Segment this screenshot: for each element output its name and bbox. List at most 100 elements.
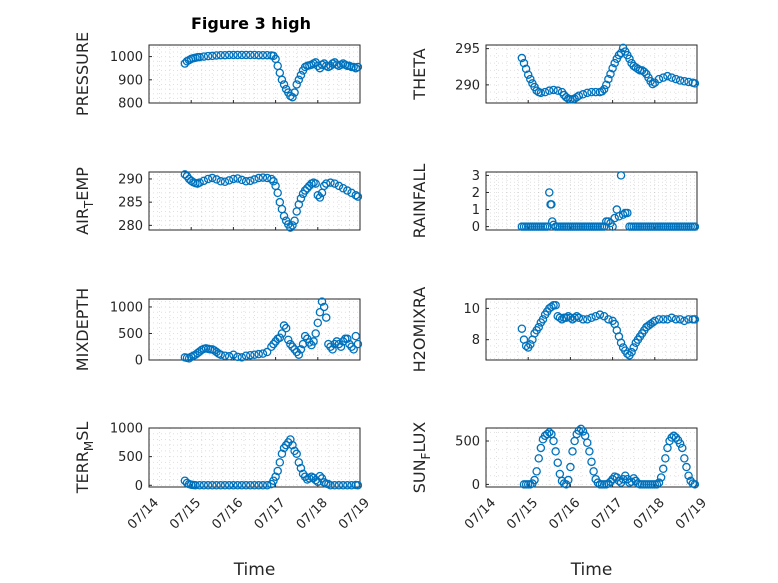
plot-8-data-point [658,464,668,474]
plot-8-data-point [629,474,638,483]
plot-5-data-point [317,297,327,306]
plot-1-ytick-label: 900 [118,73,143,88]
plot-1-data-point [203,51,213,61]
plot-4-rainfall: 0 1 2 3 RAINFALL [410,164,700,238]
plot-3-data-point [351,190,361,200]
plot-5-data-point [212,347,221,357]
plot-3-data-point [296,194,306,203]
plot-5-data-point [216,350,225,359]
plot-3-data-point [347,188,356,198]
plot-7-ylabel-rest: SL [73,422,92,441]
plot-7-data-point [233,481,242,490]
plot-8-data-point [654,478,664,487]
plot-3-data-point [290,216,299,225]
plot-6-data-point [551,301,560,310]
plot-3-data-point [246,176,255,186]
plot-5-data-point [343,334,352,344]
plot-3-data-point [273,188,282,198]
plot-5-data-point [246,350,255,360]
plot-8-data-point [530,475,539,485]
plot-6-data-point [591,311,600,321]
plot-3-ylabel: AIRTEMP [73,167,96,235]
plot-5-ytick-label: 0 [135,354,143,369]
plot-7-xtick-label: 07/17 [252,495,289,532]
plot-1-grid [148,45,361,104]
plot-8-data-point [587,457,596,467]
plot-4-data-point [618,210,628,219]
plot-7-data-point [254,481,263,490]
figure-title: Figure 3 high [191,14,311,33]
plot-5-data-point [184,354,194,363]
plot-1-data-point [296,70,306,80]
plot-8-data-point [583,438,592,447]
plot-8-series [519,424,700,489]
plot-3-ytick-label: 285 [118,196,143,211]
plot-1-data-point [212,51,221,60]
plot-8-xtick-label: 07/16 [546,495,583,532]
plot-2-data-point [604,74,613,84]
plot-1-series [180,50,363,102]
plot-7-data-point [208,481,217,490]
plot-5-data-point [351,331,361,341]
plot-7-data-point [203,481,213,490]
plot-8-data-point [568,447,577,456]
plot-3-data-point [208,173,217,183]
plot-3-data-point [326,178,335,187]
plot-5-series [180,297,363,363]
plot-5-data-point [328,345,337,354]
plot-5-data-point [286,339,295,349]
plot-5-data-point [281,323,291,333]
plot-2-data-point [532,86,541,95]
plot-1-pressure: 800 900 1000 PRESSURE [73,32,363,116]
plot-2-data-point [629,61,638,71]
plot-6-data-point [555,313,565,323]
plot-7-data-point [326,481,335,490]
plot-8-data-point [614,476,624,486]
plot-3-data-point [343,186,352,195]
plot-6-data-point [521,341,531,351]
plot-5-data-point [229,350,238,359]
plot-5-ylabel: MIXDEPTH [73,288,92,371]
plot-2-theta: 290 295 THETA [410,42,700,104]
plot-3-data-point [195,178,204,187]
plot-7-data-point [258,481,268,490]
plot-6-data-point [583,315,592,324]
plot-6-h2omixra: 8 10 H2OMIXRA [410,287,700,372]
plot-7-series [180,435,363,490]
plot-5-data-point [332,337,342,346]
plot-7-data-point [277,449,287,459]
plot-8-data-point [566,462,575,472]
plot-5-ytick-label: 1000 [110,300,143,315]
plot-6-data-point [526,340,535,349]
plot-2-ytick-label: 290 [455,78,480,93]
plot-7-data-point [241,481,251,490]
plot-5-data-point [311,329,320,338]
plot-8-data-point [684,471,693,480]
plot-3-data-point [300,186,310,195]
plot-5-data-point [254,349,263,359]
plot-7-data-point [250,481,259,490]
plot-5-data-point [309,337,318,346]
plot-3-data-point [288,221,297,230]
plot-4-data-point [623,208,632,218]
plot-2-data-point [606,69,615,79]
plot-6-data-point [578,315,588,324]
plot-4-data-point [610,213,619,223]
plot-5-data-point [269,339,278,349]
plot-1-data-point [292,80,301,89]
plot-3-ytick-label: 280 [118,219,143,234]
plot-6-ytick-label: 8 [472,333,480,348]
plot-5-data-point [319,302,329,312]
plot-7-data-point [353,481,363,490]
plot-7-data-point [317,474,327,483]
plot-2-data-point [597,87,607,96]
plot-2-data-point [553,86,562,95]
plot-8-data-point [656,473,666,482]
plot-6-data-point [616,338,626,348]
plot-6-data-point [604,315,613,324]
plot-7-data-point [271,472,280,481]
plot-7-data-point [229,481,238,490]
plot-8-ylabel: SUNFLUX [410,422,433,494]
plot-7-data-point [347,481,356,490]
